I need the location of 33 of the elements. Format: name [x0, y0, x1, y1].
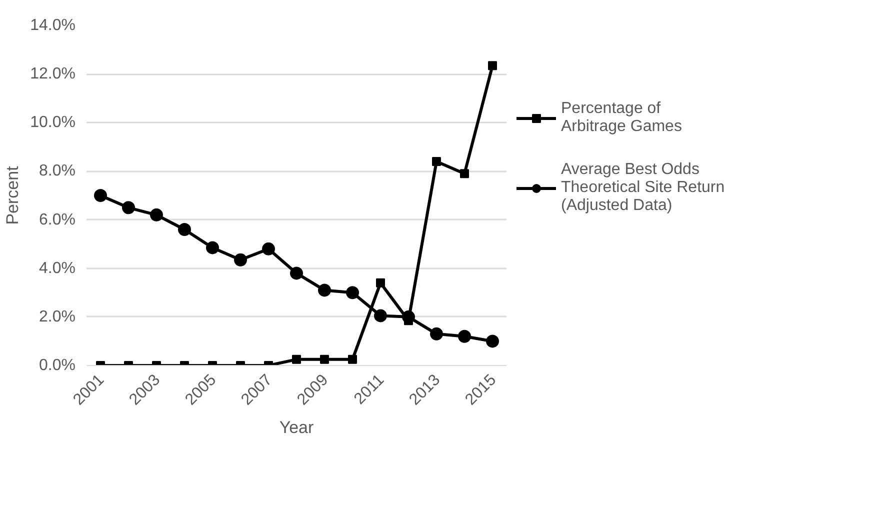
- point: [488, 61, 497, 70]
- point: [430, 327, 443, 340]
- point: [376, 278, 385, 288]
- point: [346, 286, 359, 300]
- point: [486, 334, 499, 348]
- y-tick-label: 8.0%: [39, 162, 76, 180]
- y-axis-title: Percent: [3, 166, 22, 225]
- y-tick-label: 10.0%: [30, 114, 76, 132]
- point: [348, 354, 357, 364]
- y-tick-label: 14.0%: [30, 17, 76, 34]
- point: [318, 284, 331, 297]
- y-tick-label: 12.0%: [30, 66, 76, 83]
- point: [150, 208, 163, 222]
- point: [178, 223, 191, 236]
- point: [122, 201, 135, 214]
- point: [290, 266, 303, 280]
- legend-label: Percentage of Arbitrage Games: [561, 100, 682, 136]
- point: [94, 189, 107, 202]
- x-axis-title: Year: [279, 418, 314, 438]
- point: [460, 169, 469, 178]
- point: [458, 330, 471, 343]
- y-tick-label: 2.0%: [39, 308, 76, 326]
- point: [432, 157, 441, 166]
- legend-label: Average Best Odds Theoretical Site Return (Adjusted Data): [561, 161, 725, 215]
- y-tick-label: 0.0%: [39, 357, 76, 374]
- point: [292, 354, 301, 364]
- point: [262, 242, 275, 256]
- point: [374, 309, 387, 322]
- point: [206, 241, 219, 254]
- y-tick-label: 6.0%: [39, 211, 76, 228]
- point: [320, 354, 329, 364]
- y-tick-label: 4.0%: [39, 260, 76, 277]
- point: [234, 253, 247, 266]
